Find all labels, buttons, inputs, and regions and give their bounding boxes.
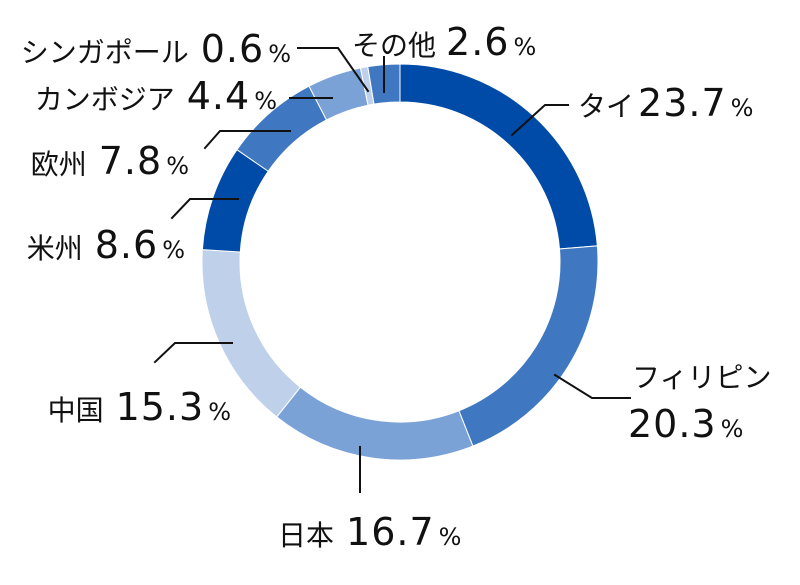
leader-line-6 bbox=[203, 130, 291, 150]
value-label-8: 0.6% bbox=[201, 27, 292, 71]
slice-2 bbox=[458, 245, 599, 447]
category-label-2: フィリピン bbox=[632, 361, 771, 394]
value-number: 16.7 bbox=[346, 510, 435, 554]
value-label-7: 4.4% bbox=[187, 74, 278, 118]
value-number: 7.8 bbox=[99, 139, 162, 183]
value-number: 15.3 bbox=[116, 385, 205, 429]
value-unit: % bbox=[439, 523, 463, 551]
value-unit: % bbox=[254, 87, 278, 115]
leader-line-4 bbox=[153, 342, 233, 364]
category-label-8: シンガポール bbox=[21, 36, 189, 69]
value-number: 2.6 bbox=[446, 20, 509, 64]
leader-line-2 bbox=[553, 373, 631, 399]
category-label-5: 米州 bbox=[27, 232, 83, 265]
value-unit: % bbox=[208, 398, 232, 426]
value-number: 20.3 bbox=[628, 402, 717, 446]
category-label-4: 中国 bbox=[48, 394, 104, 427]
value-label-5: 8.6% bbox=[95, 223, 186, 267]
value-label-1: 23.7% bbox=[638, 81, 754, 125]
category-label-1: タイ bbox=[578, 90, 634, 123]
leader-line-8 bbox=[297, 47, 370, 93]
value-unit: % bbox=[513, 33, 537, 61]
value-number: 23.7 bbox=[638, 81, 727, 125]
value-unit: % bbox=[268, 40, 292, 68]
value-number: 4.4 bbox=[187, 74, 250, 118]
value-unit: % bbox=[721, 415, 745, 443]
value-label-2: 20.3% bbox=[628, 402, 744, 446]
value-number: 8.6 bbox=[95, 223, 158, 267]
value-label-6: 7.8% bbox=[99, 139, 190, 183]
value-unit: % bbox=[162, 236, 186, 264]
slice-1 bbox=[399, 63, 598, 250]
category-label-6: 欧州 bbox=[31, 148, 87, 181]
value-unit: % bbox=[166, 152, 190, 180]
leader-line-1 bbox=[510, 104, 569, 137]
category-label-7: カンボジア bbox=[35, 83, 175, 116]
leader-line-5 bbox=[170, 198, 239, 220]
slice-layer bbox=[201, 63, 599, 461]
value-number: 0.6 bbox=[201, 27, 264, 71]
category-label-3: 日本 bbox=[278, 519, 334, 552]
value-unit: % bbox=[731, 94, 755, 122]
value-label-3: 16.7% bbox=[346, 510, 462, 554]
slice-3 bbox=[275, 386, 474, 461]
value-label-9: 2.6% bbox=[446, 20, 537, 64]
label-layer: タイ 23.7 % フィリピン 20.3 % 日本 16.7 % 中国 15.3 % 米州 8.6 % 欧州 7… bbox=[21, 20, 772, 554]
value-label-4: 15.3% bbox=[116, 385, 232, 429]
category-label-9: その他 bbox=[352, 29, 436, 62]
leader-layer bbox=[153, 47, 631, 493]
slice-4 bbox=[201, 249, 302, 418]
